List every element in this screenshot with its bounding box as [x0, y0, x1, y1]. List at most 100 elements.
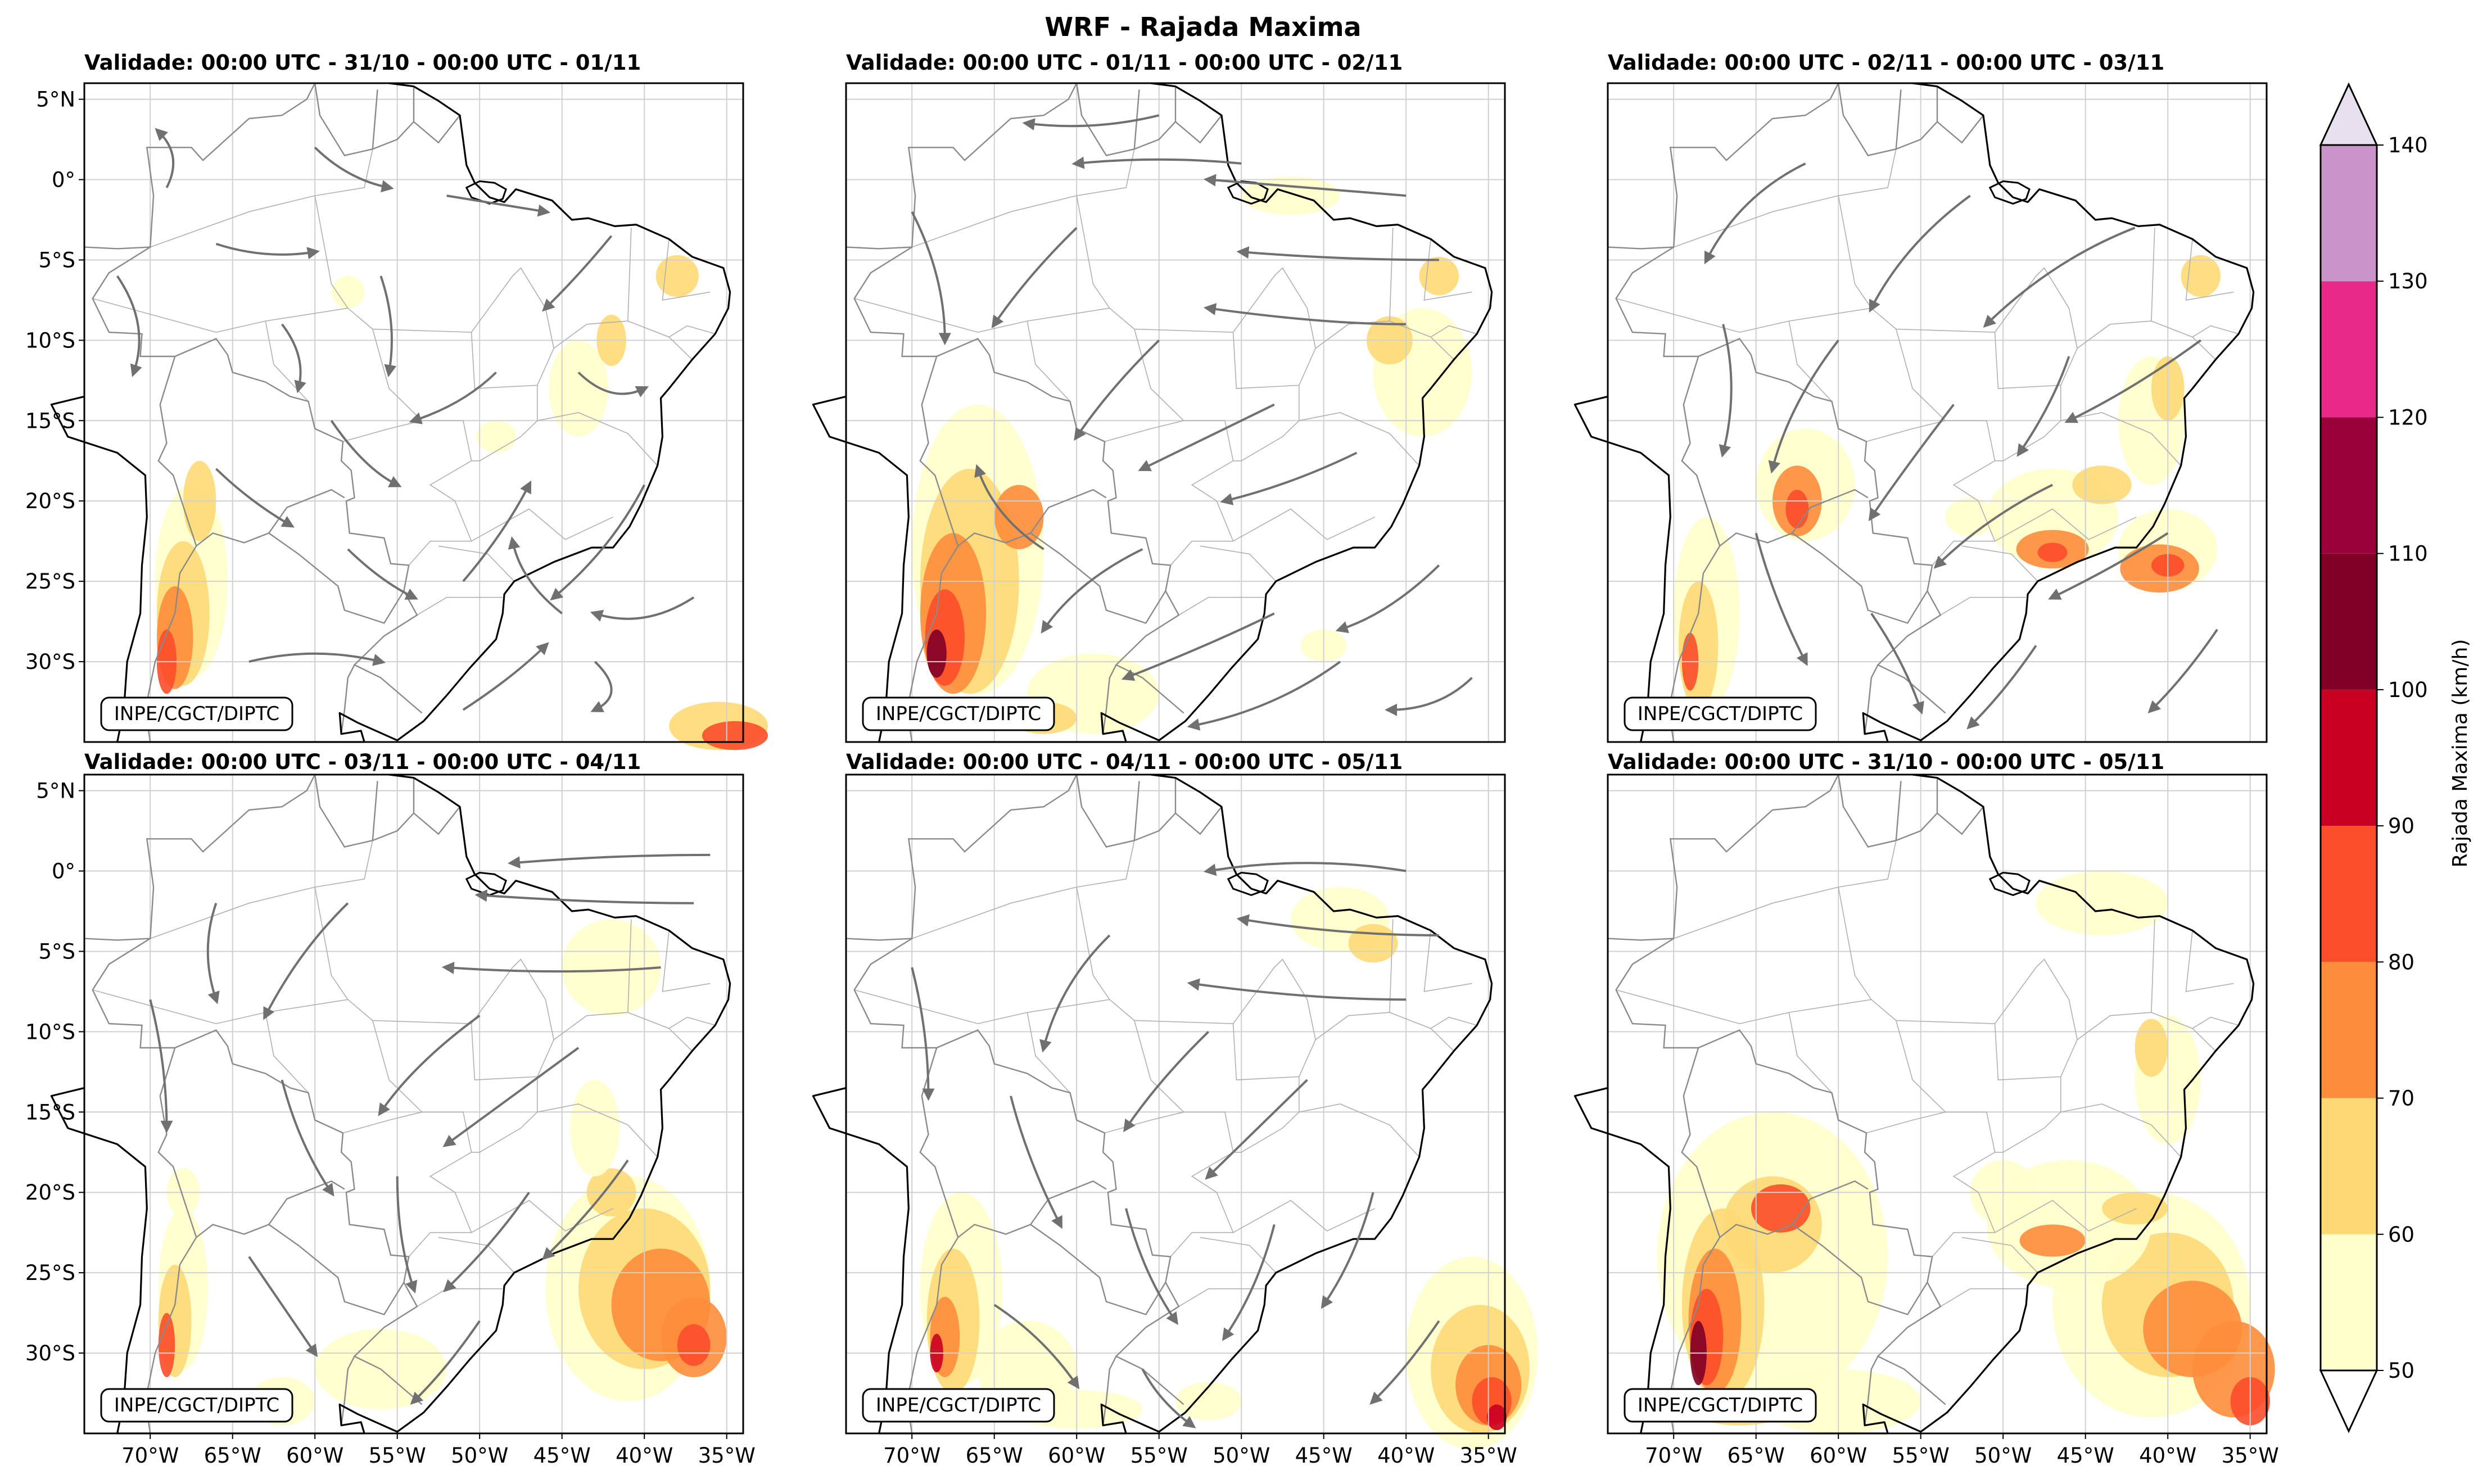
colorbar-frame	[2319, 144, 2378, 1372]
state-border	[92, 967, 513, 1024]
credit-text: INPE/CGCT/DIPTC	[876, 703, 1041, 725]
country-border	[157, 1047, 345, 1239]
state-border	[342, 420, 422, 442]
state-border	[668, 325, 716, 338]
country-border	[1102, 1356, 1117, 1426]
gust-patch	[2135, 1019, 2168, 1077]
map-frame	[845, 773, 1506, 1435]
state-border	[2192, 325, 2239, 338]
lon-tick-labels: 70°W 65°W 60°W 55°W 50°W 45°W 40°W 35°W	[883, 1433, 1517, 1468]
credit-box: INPE/CGCT/DIPTC	[1624, 1388, 1817, 1423]
streamline	[508, 536, 563, 614]
gust-patch	[1486, 1404, 1507, 1431]
map-frame	[83, 773, 744, 1435]
state-border	[1299, 412, 1420, 466]
state-border	[1134, 1020, 1234, 1152]
streamline	[1755, 532, 1808, 666]
streamline	[248, 652, 386, 666]
state-border	[314, 886, 349, 1000]
lat-tick-label: 0°	[52, 859, 75, 884]
state-border	[1027, 1012, 1071, 1093]
country-border	[1030, 1224, 1166, 1315]
map-frame	[845, 82, 1506, 743]
country-border	[1607, 774, 1839, 941]
lon-tick-label: 55°W	[1892, 1444, 1950, 1468]
graticule	[846, 775, 1505, 1433]
figure-title: WRF - Rajada Maxima	[1044, 12, 1361, 42]
state-border	[1233, 508, 1375, 542]
country-border	[84, 774, 316, 941]
streamline	[409, 372, 497, 424]
panel: Validade: 00:00 UTC - 02/11 - 00:00 UTC …	[1573, 51, 2268, 743]
streamline	[441, 961, 661, 974]
state-border	[1430, 325, 1477, 338]
state-border	[537, 412, 658, 466]
country-border	[1864, 664, 1879, 734]
streamline	[2064, 339, 2201, 423]
lon-tick-label: 35°W	[698, 1444, 756, 1468]
colorbar-tick-label: 60	[2388, 1223, 2414, 1247]
streamline	[2048, 532, 2169, 600]
streamline	[993, 1304, 1080, 1390]
gust-patch	[926, 629, 947, 678]
map-frame	[83, 82, 744, 743]
colorbar-segment	[2321, 281, 2377, 418]
country-border	[1838, 774, 1984, 848]
state-border	[1232, 267, 1316, 389]
streamline	[379, 275, 397, 378]
state-border	[1866, 1111, 1946, 1134]
state-border	[408, 1076, 538, 1257]
lon-tick-label: 35°W	[2222, 1444, 2279, 1468]
country-border	[1076, 83, 1222, 156]
state-border	[1616, 967, 2037, 1024]
streamline	[1203, 303, 1407, 325]
state-border	[1838, 886, 1872, 1000]
graticule	[84, 775, 743, 1433]
state-border	[1940, 596, 2027, 616]
island-outline	[465, 871, 507, 896]
streamline	[155, 128, 175, 188]
lat-tick-label: 5°S	[38, 248, 75, 272]
state-border	[1788, 320, 1833, 402]
lon-tick-label: 45°W	[533, 1444, 591, 1468]
colorbar-extend-max	[2319, 82, 2379, 146]
colorbar-label: Rajada Maxima (km/h)	[2449, 639, 2472, 868]
streamline	[911, 967, 935, 1101]
lon-tick-label: 55°W	[1131, 1444, 1188, 1468]
streamline	[1141, 1368, 1196, 1428]
colorbar-tick-label: 50	[2388, 1359, 2414, 1383]
streamline	[410, 1320, 481, 1405]
colorbar-tick-label: 120	[2388, 405, 2428, 429]
graticule	[1608, 775, 2267, 1433]
state-border	[1076, 195, 1110, 309]
gust-patch	[1419, 256, 1459, 296]
gust-patch	[1785, 490, 1809, 528]
panel-title: Validade: 00:00 UTC - 01/11 - 00:00 UTC …	[846, 51, 1403, 75]
lat-tick-label: 15°S	[25, 409, 75, 433]
streamline	[590, 596, 695, 622]
state-border	[911, 149, 1135, 248]
state-border	[1200, 545, 1277, 582]
credit-box: INPE/CGCT/DIPTC	[100, 696, 293, 731]
gust-patch	[702, 721, 768, 750]
state-border	[417, 596, 503, 616]
streamline	[263, 902, 349, 1020]
colorbar-tick-label: 100	[2388, 678, 2428, 702]
streamline	[1335, 564, 1440, 634]
gust-patch	[677, 1324, 711, 1366]
credit-text: INPE/CGCT/DIPTC	[1638, 1394, 1803, 1417]
colorbar-segment	[2321, 1234, 2377, 1370]
state-border	[662, 930, 711, 992]
country-border	[372, 89, 378, 150]
colorbar-extend-min	[2319, 1369, 2379, 1433]
state-border	[1027, 320, 1071, 402]
panel: Validade: 00:00 UTC - 04/11 - 00:00 UTC …	[812, 750, 1538, 1468]
credit-box: INPE/CGCT/DIPTC	[100, 1388, 293, 1423]
state-border	[1896, 329, 1996, 461]
gust-patch	[1348, 924, 1398, 963]
coastline-and-borders	[50, 82, 731, 743]
panel: Validade: 00:00 UTC - 01/11 - 00:00 UTC …	[812, 51, 1506, 743]
state-border	[471, 958, 554, 1080]
state-border	[2060, 412, 2182, 466]
gust-layer	[158, 919, 727, 1426]
